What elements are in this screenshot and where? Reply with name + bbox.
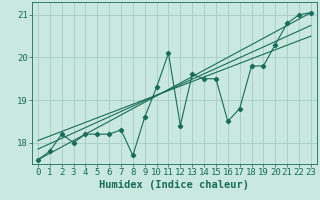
X-axis label: Humidex (Indice chaleur): Humidex (Indice chaleur) <box>100 180 249 190</box>
